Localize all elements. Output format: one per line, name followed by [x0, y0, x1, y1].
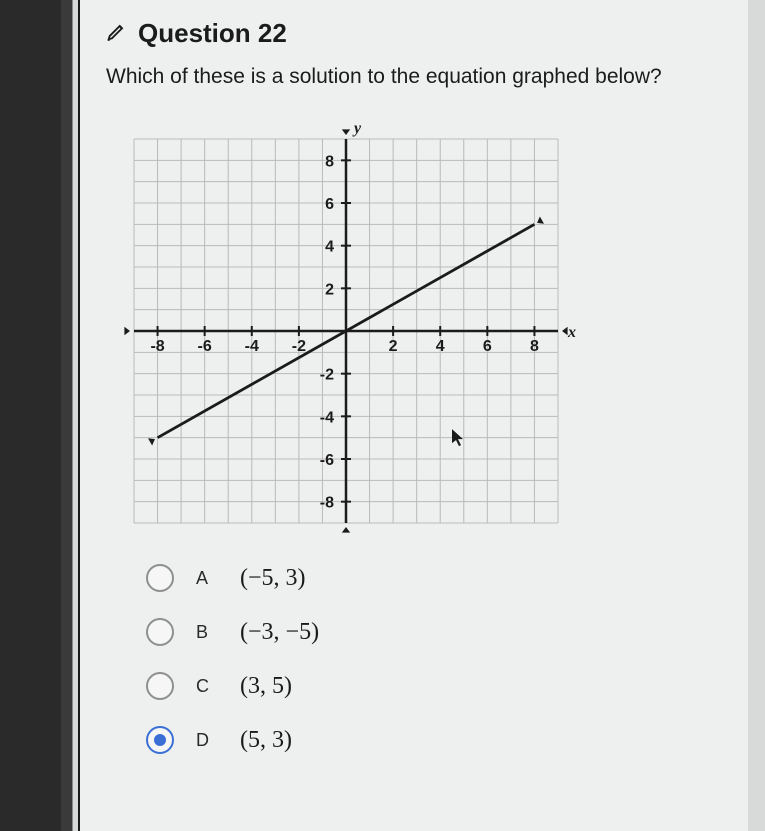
graph-svg: -8 -6 -4 -2 2 4 6 8 -8 -6 -4 -2 2 4 6 8 x y: [116, 121, 576, 541]
svg-text:2: 2: [389, 338, 398, 355]
radio-d[interactable]: [146, 726, 174, 754]
radio-b[interactable]: [146, 618, 174, 646]
svg-text:2: 2: [325, 282, 334, 299]
svg-text:-4: -4: [245, 338, 259, 355]
question-prompt: Which of these is a solution to the equa…: [106, 63, 722, 91]
answer-letter: D: [196, 730, 218, 751]
svg-text:4: 4: [436, 338, 445, 355]
question-panel: Question 22 Which of these is a solution…: [78, 0, 748, 831]
coordinate-graph: -8 -6 -4 -2 2 4 6 8 -8 -6 -4 -2 2 4 6 8 x y: [116, 121, 576, 546]
question-header: Question 22: [106, 18, 722, 49]
answer-option-d[interactable]: D (5, 3): [146, 718, 722, 762]
answer-text: (−3, −5): [240, 619, 319, 646]
answer-text: (−5, 3): [240, 565, 306, 592]
svg-text:6: 6: [483, 338, 492, 355]
answer-text: (5, 3): [240, 727, 292, 754]
svg-text:8: 8: [325, 154, 334, 171]
answer-list: A (−5, 3) B (−3, −5) C (3, 5) D (5, 3): [146, 556, 722, 762]
svg-text:6: 6: [325, 196, 334, 213]
svg-text:-2: -2: [320, 367, 334, 384]
svg-text:-6: -6: [198, 338, 212, 355]
radio-a[interactable]: [146, 564, 174, 592]
answer-letter: A: [196, 568, 218, 589]
svg-text:4: 4: [325, 239, 334, 256]
svg-text:-6: -6: [320, 452, 334, 469]
answer-option-a[interactable]: A (−5, 3): [146, 556, 722, 600]
svg-text:-2: -2: [292, 338, 306, 355]
svg-text:-8: -8: [150, 338, 164, 355]
question-title: Question 22: [138, 18, 287, 49]
answer-option-c[interactable]: C (3, 5): [146, 664, 722, 708]
svg-text:x: x: [567, 324, 576, 341]
answer-letter: C: [196, 676, 218, 697]
svg-text:-4: -4: [320, 410, 334, 427]
answer-option-b[interactable]: B (−3, −5): [146, 610, 722, 654]
answer-text: (3, 5): [240, 673, 292, 700]
radio-c[interactable]: [146, 672, 174, 700]
svg-text:y: y: [352, 121, 362, 137]
pencil-icon: [106, 20, 128, 47]
svg-text:-8: -8: [320, 495, 334, 512]
svg-text:8: 8: [530, 338, 539, 355]
answer-letter: B: [196, 622, 218, 643]
